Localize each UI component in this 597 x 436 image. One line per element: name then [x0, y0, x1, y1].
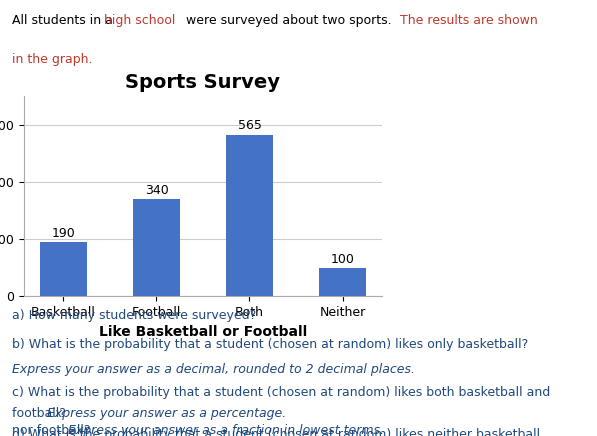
Text: The results are shown: The results are shown: [400, 14, 538, 27]
Text: All students in a: All students in a: [12, 14, 117, 27]
Text: Express your answer as a fraction in lowest terms.: Express your answer as a fraction in low…: [68, 424, 384, 436]
Text: 340: 340: [144, 184, 168, 197]
Text: c) What is the probability that a student (chosen at random) likes both basketba: c) What is the probability that a studen…: [12, 386, 550, 399]
Text: 565: 565: [238, 119, 261, 132]
Text: in the graph.: in the graph.: [12, 53, 93, 66]
Text: Express your answer as a decimal, rounded to 2 decimal places.: Express your answer as a decimal, rounde…: [12, 363, 415, 376]
Text: 190: 190: [51, 227, 75, 240]
Text: d) What is the probability that a student (chosen at random) likes neither baske: d) What is the probability that a studen…: [12, 428, 540, 436]
Bar: [40, 242, 87, 296]
Text: 100: 100: [331, 252, 355, 266]
Bar: [319, 268, 366, 296]
Text: were surveyed about two sports.: were surveyed about two sports.: [182, 14, 396, 27]
X-axis label: Like Basketball or Football: Like Basketball or Football: [99, 325, 307, 339]
Text: nor football?: nor football?: [12, 424, 94, 436]
Title: Sports Survey: Sports Survey: [125, 72, 281, 92]
Text: football?: football?: [12, 407, 70, 420]
Text: Express your answer as a percentage.: Express your answer as a percentage.: [47, 407, 286, 420]
Text: b) What is the probability that a student (chosen at random) likes only basketba: b) What is the probability that a studen…: [12, 338, 528, 351]
Bar: [226, 135, 273, 296]
Text: a) How many students were surveyed?: a) How many students were surveyed?: [12, 309, 256, 322]
Bar: [133, 199, 180, 296]
Text: high school: high school: [104, 14, 176, 27]
